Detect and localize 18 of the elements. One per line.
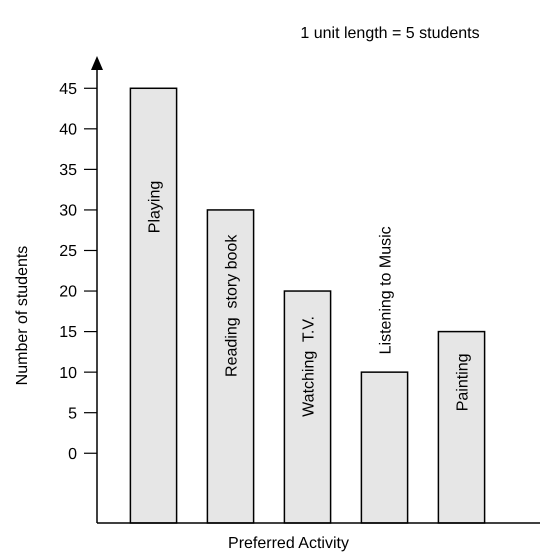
x-tick-label: Reading story book: [224, 234, 240, 377]
y-tick-label: 15: [59, 324, 78, 342]
y-axis-title: Number of students: [14, 246, 31, 386]
y-tick-label: 45: [59, 80, 78, 98]
x-tick-label: Playing: [146, 180, 164, 234]
text: 1 unit length = 5 students: [300, 25, 480, 42]
y-tick-label: 35: [59, 162, 78, 179]
x-tick-label: Painting: [454, 353, 472, 412]
y-tick-label: 25: [59, 243, 78, 260]
x-axis-title: Preferred Activity: [228, 535, 349, 552]
y-tick-label: 20: [59, 284, 78, 301]
y-tick-label: 40: [59, 121, 78, 138]
y-tick-label: 30: [59, 202, 78, 220]
x-tick-label: Listening to Music: [378, 226, 394, 354]
y-tick-label: 5: [68, 405, 78, 422]
x-tick-label: Watching T.V.: [300, 316, 318, 417]
y-tick-label: 0: [68, 446, 78, 463]
y-tick-label: 10: [59, 364, 78, 382]
